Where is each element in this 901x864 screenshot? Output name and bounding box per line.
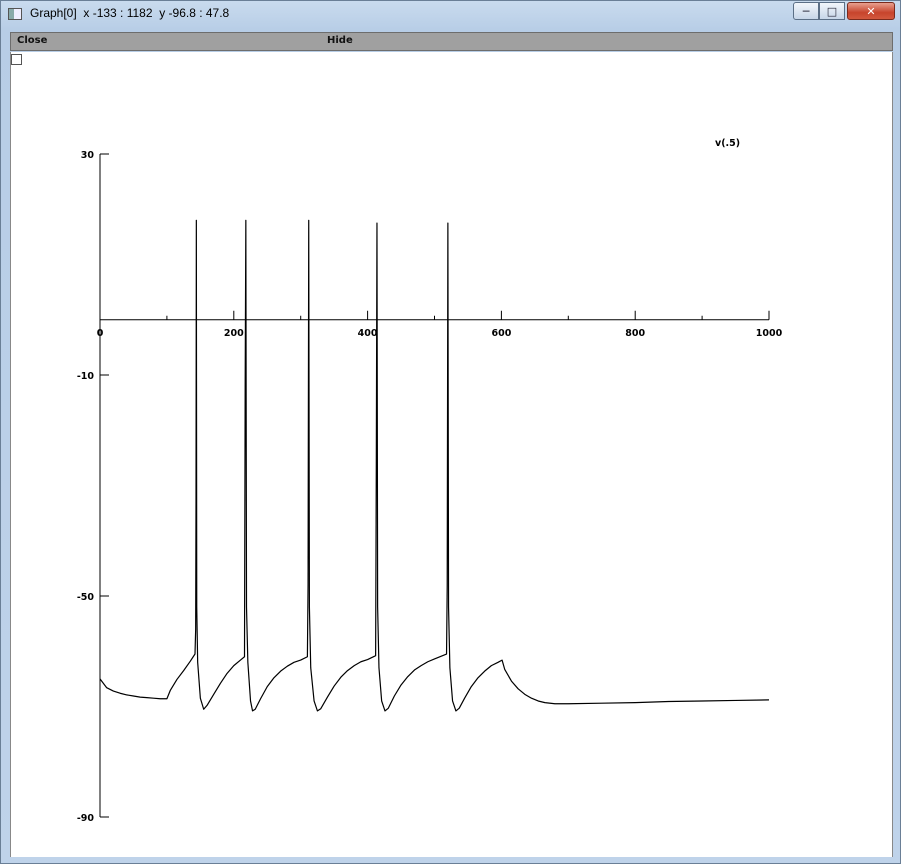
maximize-button[interactable]: □ — [819, 2, 845, 20]
graph-canvas[interactable] — [10, 52, 893, 857]
title-bar[interactable]: Graph[0] x -133 : 1182 y -96.8 : 47.8 ─ … — [1, 1, 900, 29]
x-tick-label-1000: 1000 — [756, 328, 783, 339]
menu-bar: Close Hide — [10, 32, 893, 51]
x-tick-label-800: 800 — [625, 328, 645, 339]
close-button[interactable]: Close — [17, 35, 48, 46]
hide-button[interactable]: Hide — [327, 35, 353, 46]
window-title: Graph[0] x -133 : 1182 y -96.8 : 47.8 — [30, 6, 230, 20]
legend-label-0: v(.5) — [715, 138, 740, 149]
y-tick-label--50: -50 — [77, 592, 95, 603]
close-window-button[interactable]: ✕ — [847, 2, 895, 20]
y-tick-label--90: -90 — [77, 813, 95, 824]
app-icon — [8, 8, 22, 20]
x-tick-label-400: 400 — [358, 328, 378, 339]
minimize-button[interactable]: ─ — [793, 2, 819, 20]
x-tick-label-200: 200 — [224, 328, 244, 339]
series-line-0 — [99, 219, 770, 712]
x-tick-label-600: 600 — [491, 328, 511, 339]
graph-checkbox[interactable] — [11, 54, 22, 65]
x-tick-label-0: 0 — [97, 328, 104, 339]
y-tick-label-30: 30 — [81, 150, 95, 161]
y-tick-label--10: -10 — [77, 371, 95, 382]
